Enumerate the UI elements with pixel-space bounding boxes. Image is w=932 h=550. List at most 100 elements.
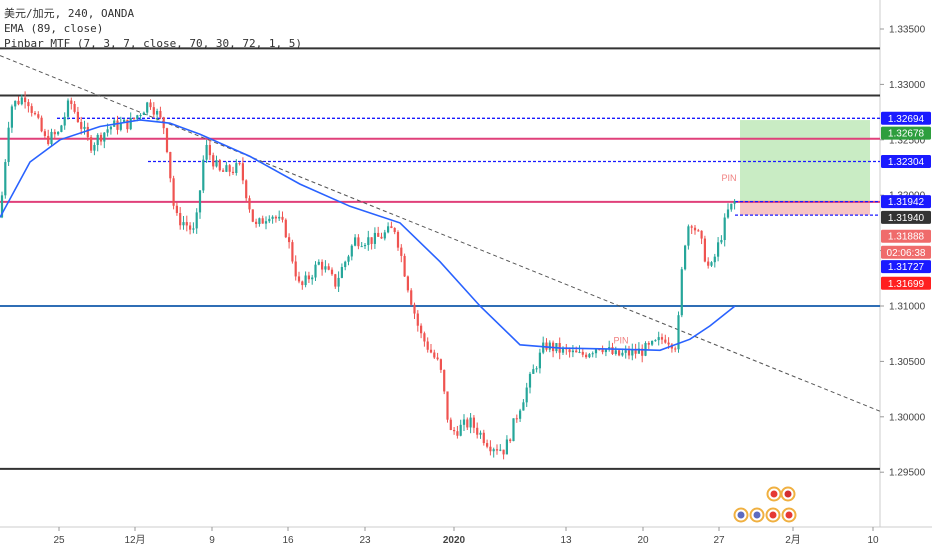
candle-body — [684, 245, 687, 270]
candle-body — [489, 446, 492, 452]
candle-body — [535, 368, 538, 370]
candle-body — [212, 155, 215, 167]
candle-body — [717, 242, 720, 257]
candle-body — [314, 264, 317, 278]
candle-body — [515, 418, 518, 420]
candle-body — [33, 112, 37, 115]
candle-body — [426, 341, 429, 350]
candle-body — [604, 349, 607, 353]
x-tick-label: 27 — [713, 535, 725, 546]
candle-body — [377, 232, 380, 237]
candle-body — [393, 228, 396, 232]
candle-body — [363, 244, 367, 247]
candle-body — [726, 209, 730, 218]
candle-body — [703, 238, 706, 262]
price-tag-label: 1.31940 — [888, 213, 925, 224]
candle-body — [390, 226, 393, 229]
candle-body — [116, 120, 119, 130]
candle-body — [449, 419, 452, 430]
candle-body — [47, 135, 50, 145]
candle-body — [255, 221, 258, 225]
candle-body — [416, 313, 419, 326]
candle-body — [380, 236, 383, 239]
candle-body — [225, 165, 228, 172]
candle-body — [172, 178, 175, 206]
candle-body — [370, 237, 373, 244]
candle-body — [618, 350, 621, 356]
candle-body — [443, 369, 446, 392]
candle-body — [185, 222, 188, 226]
candle-body — [634, 349, 637, 354]
candle-body — [423, 333, 426, 342]
candle-body — [73, 103, 76, 112]
candle-body — [198, 190, 202, 213]
candle-body — [608, 347, 611, 350]
candle-body — [311, 277, 314, 280]
candle-body — [222, 170, 225, 172]
event-flag-icon-center — [785, 511, 793, 519]
candle-body — [156, 110, 159, 115]
candle-body — [720, 240, 723, 243]
price-tag: 1.32678 — [881, 126, 931, 140]
candle-body — [301, 281, 304, 286]
trend-line[interactable] — [0, 55, 881, 412]
candle-body — [403, 255, 406, 277]
candle-body — [294, 261, 297, 277]
candle-body — [218, 160, 221, 171]
candle-body — [17, 100, 20, 105]
candle-body — [525, 387, 528, 403]
candle-body — [251, 209, 254, 222]
candle-body — [433, 352, 436, 358]
x-tick-label: 25 — [53, 535, 65, 546]
candle-body — [152, 107, 155, 115]
price-tag-label: 1.32304 — [888, 157, 925, 168]
price-tag-bg — [881, 111, 931, 125]
candle-body — [357, 237, 360, 247]
candle-body — [350, 245, 353, 257]
candle-body — [360, 246, 363, 248]
candle-body — [281, 216, 284, 220]
candle-body — [664, 339, 667, 343]
candle-body — [268, 218, 271, 222]
candle-body — [492, 449, 495, 452]
candle-body — [532, 369, 535, 374]
candle-body — [627, 350, 631, 356]
event-flag-icon-center — [769, 511, 777, 519]
candle-body — [57, 131, 60, 135]
candle-body — [149, 102, 152, 108]
candle-body — [588, 354, 591, 358]
candle-body — [406, 276, 409, 291]
y-tick-label: 1.29500 — [889, 468, 926, 479]
candle-body — [139, 115, 142, 117]
candle-body — [436, 357, 439, 360]
candle-body — [93, 144, 96, 151]
candle-body — [614, 350, 617, 354]
candle-body — [66, 100, 70, 117]
candle-body — [410, 290, 413, 305]
candle-body — [317, 261, 320, 265]
price-tag-bg — [881, 276, 931, 290]
candle-body — [165, 128, 169, 152]
candle-body — [90, 137, 93, 151]
candle-body — [129, 118, 132, 130]
candle-body — [63, 116, 66, 126]
candle-body — [80, 122, 83, 129]
legend-pinbar: Pinbar MTF (7, 3, 7, close, 70, 30, 72, … — [4, 37, 303, 50]
y-tick-label: 1.30000 — [889, 412, 926, 423]
candle-body — [30, 106, 33, 113]
price-tag: 1.31699 — [881, 276, 931, 290]
stop-loss-zone[interactable] — [740, 201, 870, 216]
candle-body — [261, 218, 264, 224]
pin-label: PIN — [613, 336, 628, 346]
candle-body — [456, 431, 459, 436]
candle-body — [0, 195, 4, 218]
candle-body — [657, 337, 660, 341]
event-flag-icon-center — [770, 490, 778, 498]
candle-body — [413, 304, 416, 314]
candle-body — [248, 198, 251, 210]
candle-body — [354, 237, 357, 246]
y-tick-label: 1.32500 — [889, 135, 926, 146]
candle-body — [482, 432, 485, 444]
candle-body — [14, 100, 17, 107]
